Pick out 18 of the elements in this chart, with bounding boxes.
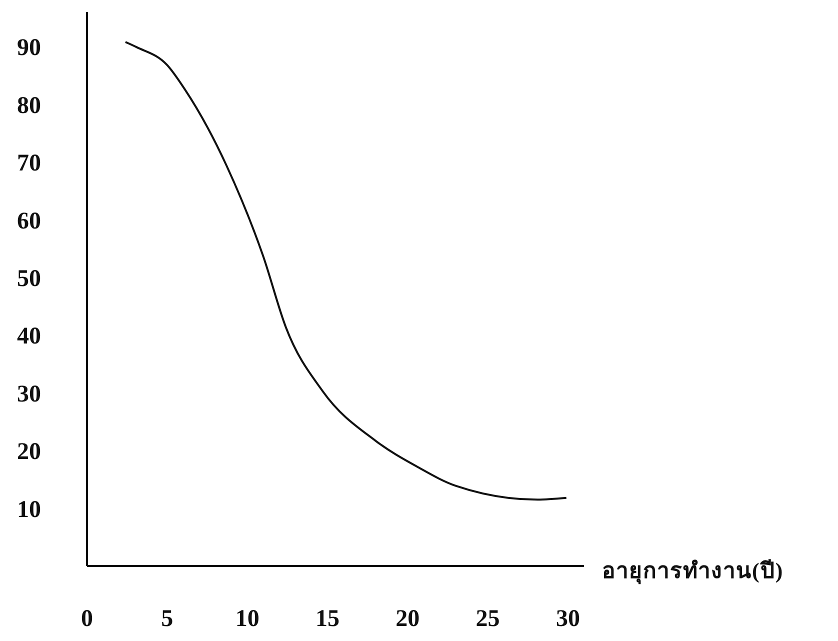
x-tick-label: 10 [235,606,260,632]
y-tick-label: 70 [17,150,41,177]
line-series [124,41,568,501]
y-tick-label: 20 [17,439,41,466]
y-tick-label: 30 [17,381,41,408]
y-tick-label: 80 [17,92,41,119]
x-tick-label: 5 [161,606,174,632]
x-tick-label: 25 [476,606,500,632]
x-axis-title: อายุการทำงาน(ปี) [602,557,784,586]
x-tick-label: 20 [396,606,420,632]
y-tick-label: 40 [17,324,41,350]
y-tick-label: 10 [17,496,41,523]
x-tick-label: 30 [556,606,580,632]
y-tick-label: 90 [17,35,41,62]
y-tick-label: 50 [17,266,41,292]
x-tick-label: 15 [315,606,340,632]
y-tick-label: 60 [17,208,41,234]
x-tick-label: 0 [81,606,93,632]
